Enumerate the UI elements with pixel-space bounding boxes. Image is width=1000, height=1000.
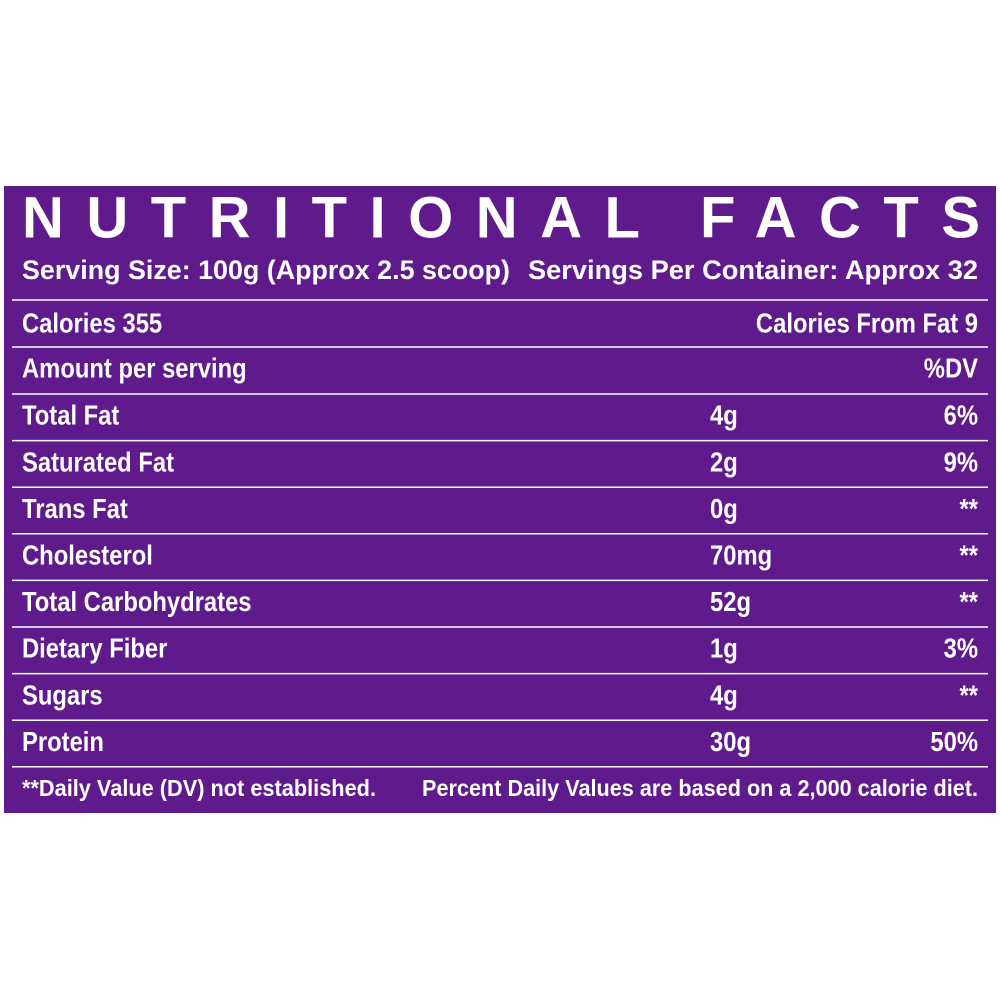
footnote: **Daily Value (DV) not established. [22, 775, 376, 801]
servings-per-container: Servings Per Container: Approx 32 [528, 255, 978, 285]
nutrient-name: Cholesterol [22, 539, 153, 571]
footnote: Percent Daily Values are based on a 2,00… [422, 775, 978, 801]
label-title: NUTRITIONAL FACTS [22, 185, 980, 250]
label-panel [4, 186, 996, 813]
header-label: Amount per serving [22, 352, 247, 384]
nutrient-amount: 1g [710, 632, 738, 664]
nutrient-rows: Total Fat 4g 6% Saturated Fat 2g 9% Trans Fat 0… [12, 399, 988, 768]
nutrient-name: Total Fat [22, 399, 120, 431]
nutrient-name: Trans Fat [22, 492, 128, 524]
nutrient-name: Dietary Fiber [22, 632, 167, 664]
nutrient-name: Sugars [22, 678, 103, 710]
nutrient-name: Total Carbohydrates [22, 585, 252, 617]
nutrient-amount: 0g [710, 492, 738, 524]
nutrient-amount: 4g [710, 678, 738, 710]
nutrient-dv: 6% [944, 399, 978, 431]
nutrient-amount: 2g [710, 445, 738, 477]
nutrient-dv: ** [959, 585, 978, 617]
nutrient-amount: 4g [710, 399, 738, 431]
nutrient-dv: ** [959, 539, 978, 571]
nutrient-dv: 9% [944, 445, 978, 477]
serving-size: Serving Size: 100g (Approx 2.5 scoop) [22, 255, 510, 285]
nutrient-dv: 3% [944, 632, 978, 664]
nutrient-name: Protein [22, 725, 104, 757]
header-dv: %DV [924, 352, 979, 384]
nutrient-dv: ** [959, 678, 978, 710]
nutrient-dv: 50% [930, 725, 978, 757]
calories: Calories 355 [22, 307, 162, 339]
calories-from-fat: Calories From Fat 9 [756, 307, 978, 339]
nutrient-amount: 52g [710, 585, 751, 617]
nutrient-name: Saturated Fat [22, 445, 174, 477]
nutrient-amount: 70mg [710, 539, 772, 571]
nutrient-amount: 30g [710, 725, 751, 757]
nutrient-dv: ** [959, 492, 978, 524]
